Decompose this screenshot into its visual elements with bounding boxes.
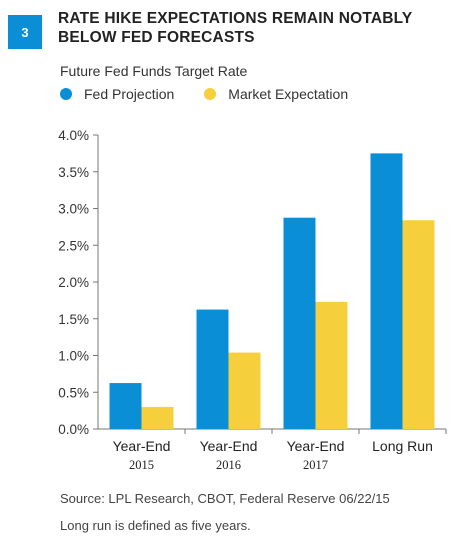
x-tick-label: Long Run <box>372 438 433 454</box>
legend-item-market-expectation: Market Expectation <box>204 86 348 102</box>
x-tick-sublabel: 2017 <box>303 458 328 472</box>
y-tick-label: 1.5% <box>58 312 89 327</box>
footnote: Long run is defined as five years. <box>60 518 251 533</box>
legend-label-fed-projection: Fed Projection <box>84 86 175 102</box>
x-tick-label: Year-End <box>200 438 258 454</box>
bar-chart: 0.0% 0.5% 1.0% 1.5% 2.0% 2.5% 3.0% 3.5% 4.0% Year… <box>58 128 447 472</box>
bar-fed-projection <box>370 153 403 429</box>
legend-label-market-expectation: Market Expectation <box>228 86 349 102</box>
y-tick-label: 0.5% <box>58 385 89 400</box>
x-tick-label: Year-End <box>113 438 171 454</box>
source-note: Source: LPL Research, CBOT, Federal Rese… <box>60 491 390 506</box>
bar-market-expectation <box>141 406 174 429</box>
bar-market-expectation <box>402 220 435 429</box>
x-tick-sublabel: 2015 <box>129 458 154 472</box>
legend-swatch-market-expectation <box>204 88 217 100</box>
legend-item-fed-projection: Fed Projection <box>60 86 174 102</box>
y-tick-label: 1.0% <box>58 349 89 364</box>
y-tick-label: 2.0% <box>58 275 89 290</box>
chart-subtitle: Future Fed Funds Target Rate <box>60 63 248 79</box>
y-tick-label: 0.0% <box>58 422 89 437</box>
chart-title: Rate Hike Expectations Remain Notably Be… <box>58 10 413 46</box>
y-tick-label: 3.5% <box>58 165 89 180</box>
y-tick-label: 4.0% <box>58 128 89 143</box>
y-tick-label: 2.5% <box>58 238 89 253</box>
bar-market-expectation <box>315 301 348 429</box>
bar-fed-projection <box>283 217 316 429</box>
y-tick-label: 3.0% <box>58 202 89 217</box>
bar-market-expectation <box>228 352 261 429</box>
bar-fed-projection <box>196 309 229 429</box>
x-tick-sublabel: 2016 <box>216 458 241 472</box>
bar-fed-projection <box>109 383 142 429</box>
legend-swatch-fed-projection <box>60 88 72 100</box>
figure-number-badge: 3 <box>8 15 42 49</box>
chart-legend: Fed Projection Market Expectation <box>60 86 378 102</box>
x-tick-label: Year-End <box>287 438 345 454</box>
